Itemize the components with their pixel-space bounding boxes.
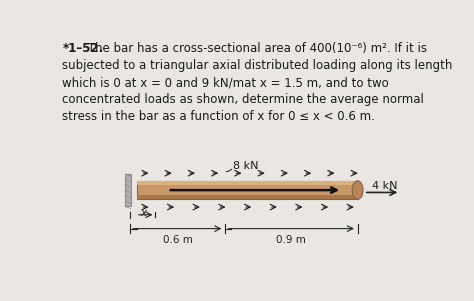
Bar <box>129 158 426 238</box>
Text: 0.6 m: 0.6 m <box>163 235 193 245</box>
Ellipse shape <box>352 181 363 199</box>
Text: concentrated loads as shown, determine the average normal: concentrated loads as shown, determine t… <box>63 93 424 106</box>
Text: stress in the bar as a function of x for 0 ≤ x < 0.6 m.: stress in the bar as a function of x for… <box>63 110 375 123</box>
Bar <box>137 181 357 199</box>
Text: which is 0 at x = 0 and 9 kN/mat x = 1.5 m, and to two: which is 0 at x = 0 and 9 kN/mat x = 1.5… <box>63 76 389 89</box>
Text: 8 kN: 8 kN <box>233 161 258 171</box>
Text: subjected to a triangular axial distributed loading along its length: subjected to a triangular axial distribu… <box>63 59 453 72</box>
Text: x: x <box>140 208 146 218</box>
Bar <box>137 195 357 199</box>
Text: *1–52.: *1–52. <box>63 42 104 55</box>
Text: The bar has a cross-sectional area of 400(10⁻⁶) m². If it is: The bar has a cross-sectional area of 40… <box>84 42 427 55</box>
Bar <box>125 174 130 206</box>
Bar <box>137 181 357 185</box>
Text: 4 kN: 4 kN <box>372 181 397 191</box>
Text: 0.9 m: 0.9 m <box>276 235 306 245</box>
